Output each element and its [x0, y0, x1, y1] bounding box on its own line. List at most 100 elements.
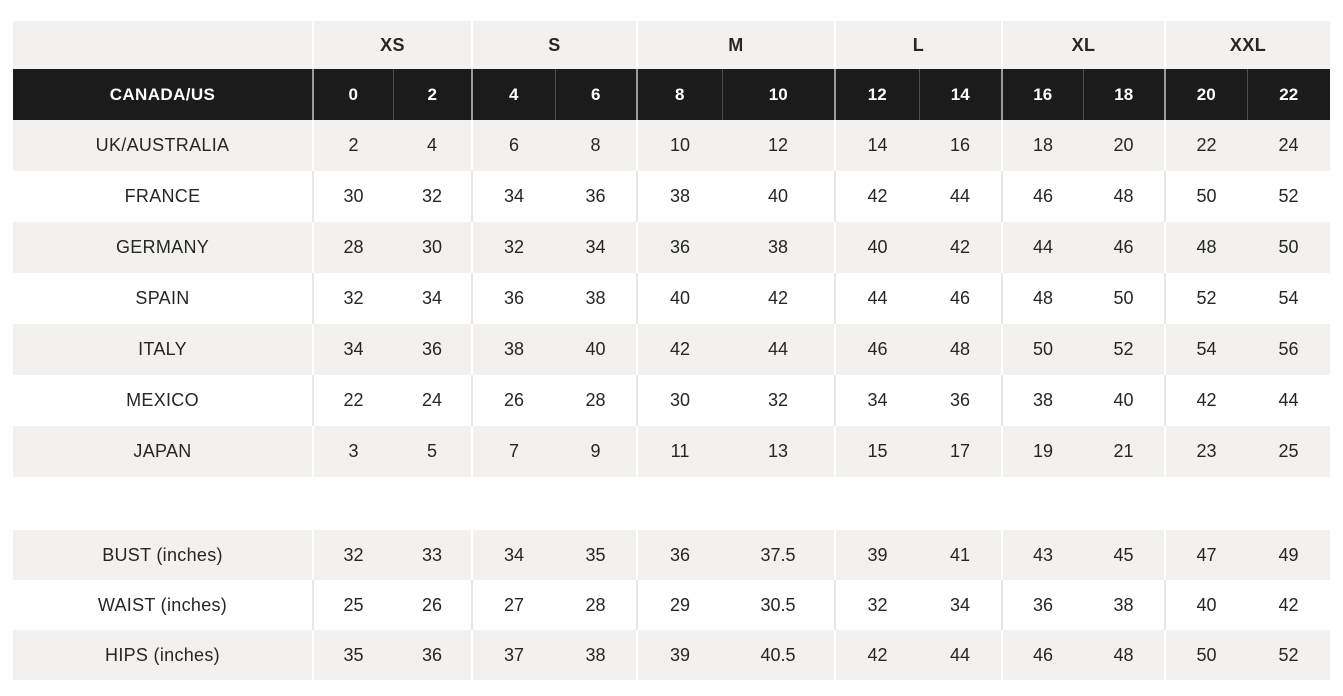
- size-cell: 12: [722, 120, 835, 171]
- row-label: HIPS (inches): [13, 630, 313, 680]
- size-cell: 42: [834, 171, 919, 222]
- size-cell: 52: [1083, 324, 1165, 375]
- size-cell: 44: [834, 273, 919, 324]
- size-cell: 22: [1246, 69, 1330, 120]
- size-cell: 22: [312, 375, 393, 426]
- table-row-spain: SPAIN 32 34 36 38 40 42 44 46 48 50 52 54: [13, 273, 1330, 324]
- size-cell: 4: [471, 69, 555, 120]
- size-cell: 49: [1247, 530, 1330, 580]
- row-label: ITALY: [13, 324, 313, 375]
- size-cell: 50: [1164, 630, 1247, 680]
- size-cell: 32: [722, 375, 835, 426]
- row-label: WAIST (inches): [13, 580, 313, 630]
- size-cell: 32: [834, 580, 919, 630]
- size-cell: 38: [555, 273, 637, 324]
- size-cell: 14: [918, 69, 1002, 120]
- size-cell: 32: [393, 171, 472, 222]
- header-blank-cell: [13, 21, 313, 69]
- size-cell: 3: [312, 426, 393, 477]
- size-cell: 21: [1083, 426, 1165, 477]
- size-cell: 32: [471, 222, 555, 273]
- size-cell: 40: [636, 273, 722, 324]
- table-section-gap: [13, 477, 1330, 530]
- size-cell: 48: [919, 324, 1002, 375]
- size-cell: 54: [1164, 324, 1247, 375]
- size-cell: 34: [919, 580, 1002, 630]
- size-cell: 9: [555, 426, 637, 477]
- size-cell: 27: [471, 580, 555, 630]
- size-cell: 46: [1083, 222, 1165, 273]
- size-cell: 34: [471, 171, 555, 222]
- size-cell: 22: [1164, 120, 1247, 171]
- size-cell: 40: [555, 324, 637, 375]
- size-cell: 18: [1082, 69, 1165, 120]
- size-cell: 28: [555, 580, 637, 630]
- size-cell: 44: [1001, 222, 1083, 273]
- size-cell: 38: [471, 324, 555, 375]
- size-cell: 38: [636, 171, 722, 222]
- size-cell: 30: [636, 375, 722, 426]
- size-cell: 35: [555, 530, 637, 580]
- size-cell: 4: [393, 120, 472, 171]
- row-label: GERMANY: [13, 222, 313, 273]
- size-group-header-xxl: XXL: [1164, 21, 1330, 69]
- size-cell: 26: [471, 375, 555, 426]
- size-cell: 50: [1083, 273, 1165, 324]
- size-cell: 42: [722, 273, 835, 324]
- size-cell: 46: [834, 324, 919, 375]
- size-cell: 36: [636, 530, 722, 580]
- size-cell: 42: [636, 324, 722, 375]
- size-cell: 24: [393, 375, 472, 426]
- size-cell: 19: [1001, 426, 1083, 477]
- row-label: CANADA/US: [13, 69, 313, 120]
- size-cell: 34: [555, 222, 637, 273]
- size-cell: 14: [834, 120, 919, 171]
- size-cell: 34: [834, 375, 919, 426]
- size-cell: 44: [722, 324, 835, 375]
- size-chart-table: XS S M L XL XXL CANADA/US 0 2 4 6 8 10 12 14 16 18 20 22 UK…: [13, 21, 1330, 680]
- size-cell: 34: [393, 273, 472, 324]
- size-cell: 32: [312, 530, 393, 580]
- size-cell: 2: [392, 69, 472, 120]
- size-cell: 5: [393, 426, 472, 477]
- size-cell: 42: [1247, 580, 1330, 630]
- row-label: BUST (inches): [13, 530, 313, 580]
- size-group-header-s: S: [471, 21, 637, 69]
- size-cell: 38: [1001, 375, 1083, 426]
- size-cell: 11: [636, 426, 722, 477]
- size-cell: 46: [1001, 630, 1083, 680]
- size-cell: 56: [1247, 324, 1330, 375]
- size-cell: 36: [1001, 580, 1083, 630]
- size-cell: 36: [636, 222, 722, 273]
- size-cell: 30: [312, 171, 393, 222]
- row-label: JAPAN: [13, 426, 313, 477]
- size-cell: 25: [1247, 426, 1330, 477]
- size-cell: 10: [636, 120, 722, 171]
- size-cell: 40.5: [722, 630, 835, 680]
- table-row-waist-inches: WAIST (inches) 25 26 27 28 29 30.5 32 34 36 38 40 42: [13, 580, 1330, 630]
- size-cell: 33: [393, 530, 472, 580]
- size-cell: 52: [1247, 630, 1330, 680]
- table-row-italy: ITALY 34 36 38 40 42 44 46 48 50 52 54 56: [13, 324, 1330, 375]
- size-cell: 44: [919, 171, 1002, 222]
- size-cell: 24: [1247, 120, 1330, 171]
- size-cell: 6: [554, 69, 637, 120]
- size-cell: 23: [1164, 426, 1247, 477]
- size-cell: 48: [1083, 630, 1165, 680]
- size-cell: 50: [1001, 324, 1083, 375]
- size-group-header-l: L: [834, 21, 1002, 69]
- size-cell: 40: [1164, 580, 1247, 630]
- size-cell: 43: [1001, 530, 1083, 580]
- size-cell: 0: [312, 69, 393, 120]
- size-cell: 38: [1083, 580, 1165, 630]
- table-row-france: FRANCE 30 32 34 36 38 40 42 44 46 48 50 52: [13, 171, 1330, 222]
- size-cell: 48: [1001, 273, 1083, 324]
- size-cell: 17: [919, 426, 1002, 477]
- table-row-mexico: MEXICO 22 24 26 28 30 32 34 36 38 40 42 44: [13, 375, 1330, 426]
- size-cell: 35: [312, 630, 393, 680]
- table-row-hips-inches: HIPS (inches) 35 36 37 38 39 40.5 42 44 46 48 50 52: [13, 630, 1330, 680]
- size-group-header-xl: XL: [1001, 21, 1165, 69]
- table-row-canada-us: CANADA/US 0 2 4 6 8 10 12 14 16 18 20 22: [13, 69, 1330, 120]
- size-cell: 44: [1247, 375, 1330, 426]
- size-cell: 47: [1164, 530, 1247, 580]
